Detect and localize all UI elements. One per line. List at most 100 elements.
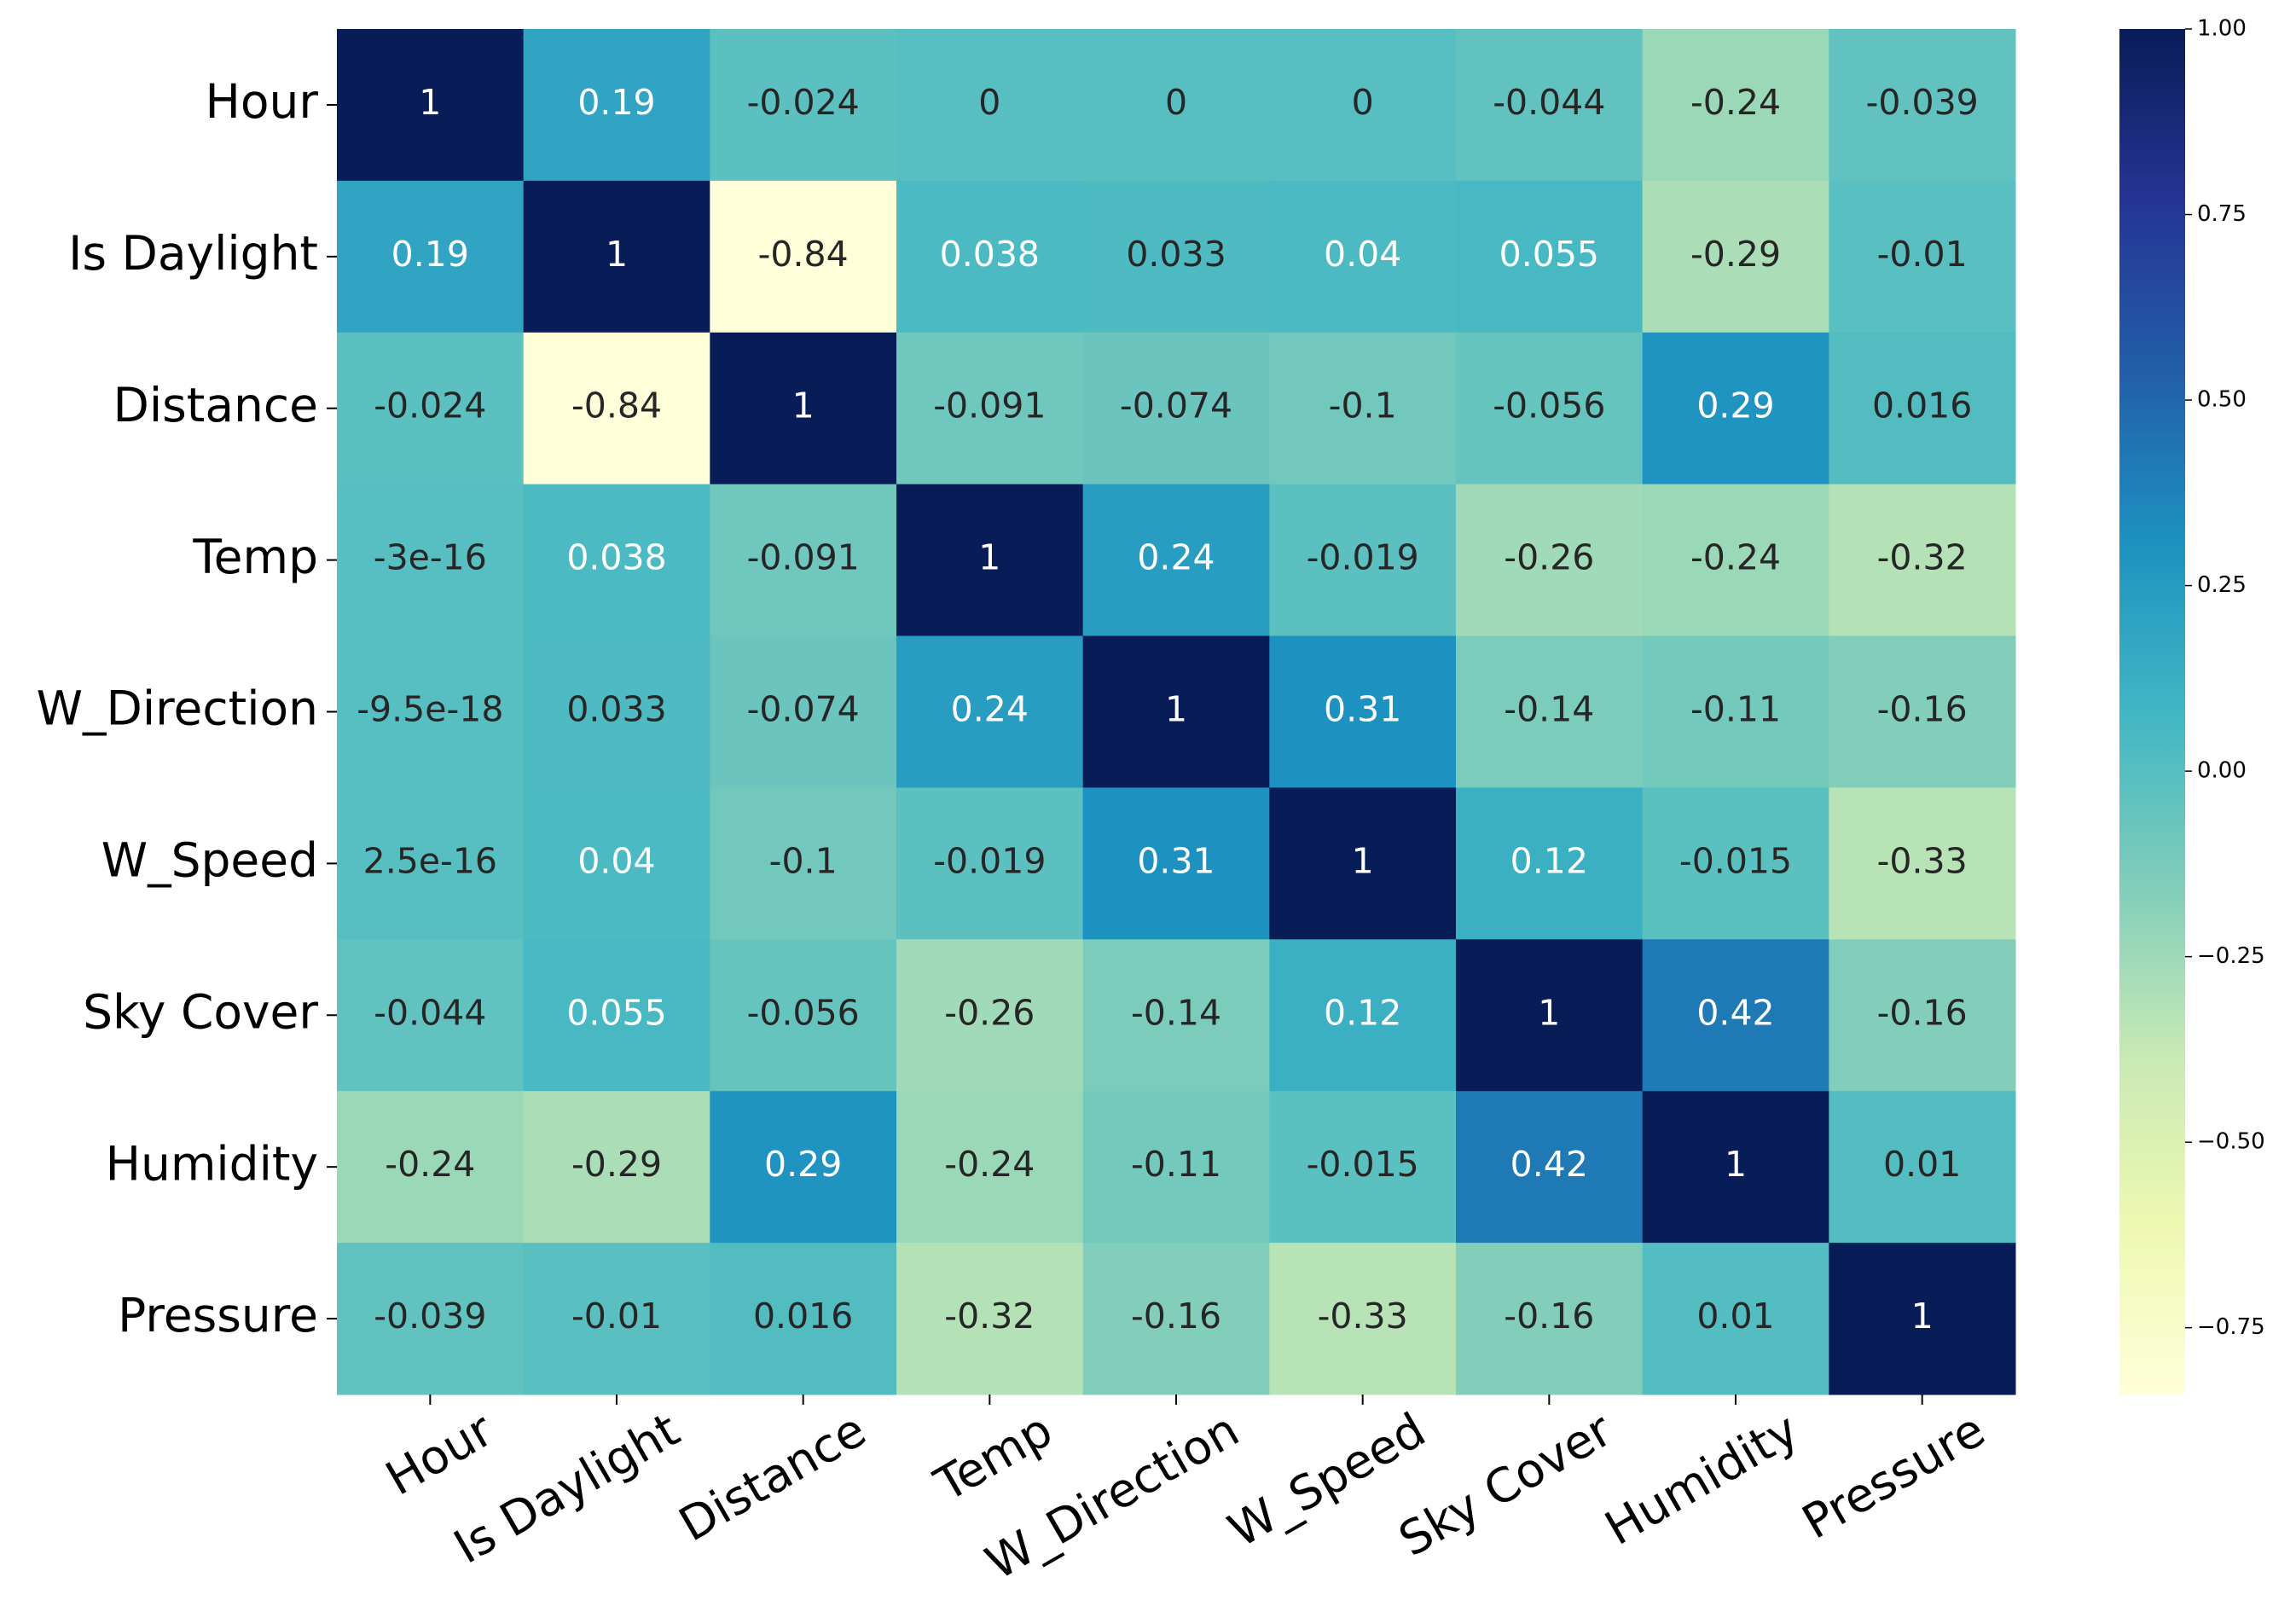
heatmap-cell <box>337 180 525 333</box>
heatmap-cell <box>1829 180 2016 333</box>
cell-label: 0.24 <box>1137 537 1215 578</box>
heatmap-cell <box>523 29 710 182</box>
cell-label: -0.091 <box>747 537 860 578</box>
cell-label: -0.11 <box>1690 689 1781 730</box>
cell-label: 0.29 <box>1696 386 1774 426</box>
heatmap-cell <box>710 29 897 182</box>
heatmap-cell <box>1456 635 1644 788</box>
heatmap-cell <box>1269 332 1457 485</box>
heatmap-cell <box>896 939 1084 1092</box>
heatmap-cell <box>1456 484 1644 637</box>
cell-label: -0.24 <box>385 1144 475 1185</box>
cell-label: 0.04 <box>1324 234 1401 275</box>
cell-label: 1 <box>1911 1296 1934 1337</box>
cell-label: 2.5e-16 <box>363 840 497 881</box>
heatmap-cell <box>523 939 710 1092</box>
cell-label: 0.055 <box>566 992 666 1033</box>
cell-label: -0.24 <box>1690 537 1781 578</box>
heatmap-cell <box>896 635 1084 788</box>
y-tick-label: W_Speed <box>101 833 318 888</box>
heatmap-cell <box>1829 29 2016 182</box>
cell-label: 0.01 <box>1883 1144 1961 1185</box>
heatmap-cell <box>1642 1243 1829 1395</box>
heatmap-cell <box>1082 635 1270 788</box>
cell-label: -0.044 <box>1493 82 1605 123</box>
heatmap-cell <box>1829 332 2016 485</box>
cell-label: -0.1 <box>1329 386 1397 426</box>
heatmap-cell <box>337 29 525 182</box>
heatmap-cell <box>710 1243 897 1395</box>
heatmap-cell <box>1456 29 1644 182</box>
cell-label: -0.044 <box>374 992 486 1033</box>
heatmap-cell <box>710 332 897 485</box>
cell-label: -0.14 <box>1504 689 1594 730</box>
cell-label: 0.01 <box>1696 1296 1774 1337</box>
colorbar-tick-label: 0.50 <box>2197 387 2247 413</box>
heatmap-cell <box>337 1243 525 1395</box>
x-tick-label: Temp <box>925 1402 1062 1512</box>
cell-label: -0.14 <box>1131 992 1221 1033</box>
cell-label: 0.31 <box>1324 689 1401 730</box>
heatmap-cell <box>1082 332 1270 485</box>
heatmap-cell <box>710 635 897 788</box>
cell-label: -0.16 <box>1877 992 1968 1033</box>
cell-label: 1 <box>1352 840 1374 881</box>
heatmap-cell <box>1642 1091 1829 1244</box>
cell-label: 1 <box>1725 1144 1747 1185</box>
cell-label: -0.29 <box>1690 234 1781 275</box>
colorbar <box>2119 29 2185 1395</box>
y-tick-label: Sky Cover <box>83 984 318 1039</box>
heatmap-cell <box>1082 1091 1270 1244</box>
cell-label: -3e-16 <box>374 537 487 578</box>
heatmap-cell <box>1456 180 1644 333</box>
heatmap-cell <box>1829 939 2016 1092</box>
colorbar-tick-label: 1.00 <box>2197 16 2247 42</box>
cell-label: 0.12 <box>1510 840 1588 881</box>
y-tick-label: Is Daylight <box>68 226 318 281</box>
heatmap-cell <box>1829 787 2016 940</box>
cell-label: 1 <box>419 82 441 123</box>
cell-label: -0.26 <box>944 992 1035 1033</box>
colorbar-tick-label: −0.75 <box>2197 1314 2265 1340</box>
cell-label: 0.24 <box>951 689 1029 730</box>
heatmap-cell <box>1642 787 1829 940</box>
cell-label: -0.84 <box>758 234 849 275</box>
heatmap-cell <box>1082 1243 1270 1395</box>
cell-label: -0.024 <box>374 386 486 426</box>
heatmap-cell <box>1082 787 1270 940</box>
cell-label: -0.056 <box>747 992 860 1033</box>
cell-label: 0.19 <box>391 234 469 275</box>
heatmap-cell <box>1456 332 1644 485</box>
cell-label: 0.04 <box>577 840 655 881</box>
heatmap-cell <box>1829 1091 2016 1244</box>
y-tick-label: Humidity <box>106 1136 318 1191</box>
heatmap-cell <box>1269 484 1457 637</box>
cell-label: -9.5e-18 <box>357 689 503 730</box>
cell-label: -0.091 <box>933 386 1046 426</box>
x-tick-label: Pressure <box>1793 1402 1993 1550</box>
cell-label: 0 <box>1165 82 1187 123</box>
heatmap-cell <box>710 484 897 637</box>
cell-label: -0.019 <box>933 840 1046 881</box>
heatmap-cell <box>896 1091 1084 1244</box>
heatmap-cell <box>1269 1091 1457 1244</box>
x-tick-label: Hour <box>377 1402 502 1506</box>
heatmap-cell <box>1456 1091 1644 1244</box>
cell-label: 0.31 <box>1137 840 1215 881</box>
heatmap-cell <box>1269 180 1457 333</box>
y-tick-label: Hour <box>206 74 319 129</box>
heatmap-cell <box>1456 787 1644 940</box>
y-tick-label: Temp <box>192 530 318 584</box>
heatmap-cell <box>1642 939 1829 1092</box>
heatmap-cell <box>337 635 525 788</box>
heatmap-cell <box>710 787 897 940</box>
cell-label: -0.24 <box>944 1144 1035 1185</box>
cell-label: -0.019 <box>1307 537 1419 578</box>
heatmap-cell <box>1642 635 1829 788</box>
x-tick-label: Humidity <box>1596 1402 1807 1556</box>
heatmap-cell <box>1642 29 1829 182</box>
heatmap-cell <box>896 332 1084 485</box>
cell-label: 0.42 <box>1696 992 1774 1033</box>
y-tick-label: Distance <box>113 378 319 432</box>
heatmap-cell <box>1642 332 1829 485</box>
